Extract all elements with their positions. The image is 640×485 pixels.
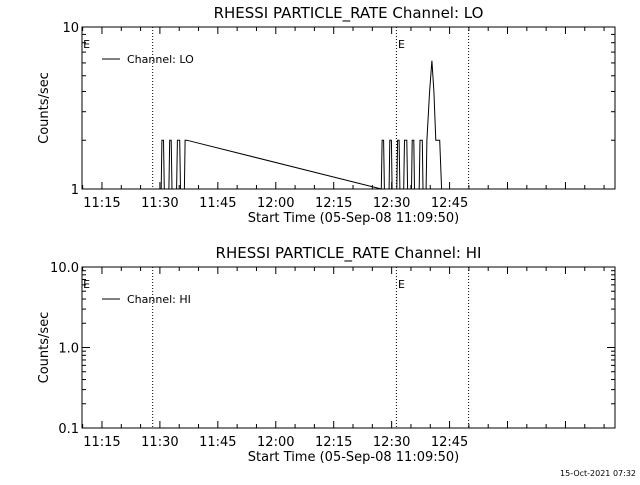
lo-x-tick-label: 11:15 bbox=[83, 196, 120, 211]
hi-x-tick-label: 12:45 bbox=[431, 435, 468, 450]
lo-chart-title: RHESSI PARTICLE_RATE Channel: LO bbox=[214, 4, 484, 23]
lo-y-tick-label: 10 bbox=[62, 21, 79, 36]
hi-y-tick-label: 1.0 bbox=[58, 342, 79, 357]
lo-x-tick-label: 12:15 bbox=[315, 196, 352, 211]
hi-y-axis-label: Counts/sec bbox=[37, 312, 52, 384]
hi-plot-frame bbox=[81, 266, 616, 429]
lo-x-tick-label: 12:45 bbox=[431, 196, 468, 211]
hi-x-axis-label: Start Time (05-Sep-08 11:09:50) bbox=[248, 450, 459, 465]
lo-x-tick-label: 11:45 bbox=[199, 196, 236, 211]
hi-x-tick-label: 11:15 bbox=[83, 435, 120, 450]
lo-event-marker: E bbox=[83, 38, 90, 51]
lo-x-tick-label: 12:30 bbox=[373, 196, 410, 211]
lo-channel-panel: RHESSI PARTICLE_RATE Channel: LO 11:15 11:… bbox=[37, 4, 616, 226]
hi-event-marker: E bbox=[83, 278, 90, 291]
lo-event-marker: E bbox=[398, 38, 405, 51]
hi-y-tick-label: 10.0 bbox=[50, 261, 79, 276]
hi-channel-panel: RHESSI PARTICLE_RATE Channel: HI 11:15 11:… bbox=[37, 244, 616, 465]
plot-timestamp: 15-Oct-2021 07:32 bbox=[560, 469, 636, 478]
hi-legend-label: Channel: HI bbox=[127, 293, 191, 306]
lo-x-tick-label: 12:00 bbox=[257, 196, 294, 211]
lo-x-tick-label: 11:30 bbox=[141, 196, 178, 211]
lo-legend-label: Channel: LO bbox=[127, 53, 194, 66]
hi-x-tick-label: 12:30 bbox=[373, 435, 410, 450]
hi-x-tick-label: 12:15 bbox=[315, 435, 352, 450]
lo-series-line bbox=[160, 60, 444, 190]
lo-x-axis-label: Start Time (05-Sep-08 11:09:50) bbox=[248, 211, 459, 226]
hi-x-tick-label: 11:30 bbox=[141, 435, 178, 450]
lo-y-axis-label: Counts/sec bbox=[37, 72, 52, 144]
hi-x-tick-label: 11:45 bbox=[199, 435, 236, 450]
hi-x-tick-label: 12:00 bbox=[257, 435, 294, 450]
hi-y-tick-label: 0.1 bbox=[58, 422, 79, 437]
hi-event-marker: E bbox=[398, 278, 405, 291]
hi-chart-title: RHESSI PARTICLE_RATE Channel: HI bbox=[216, 244, 482, 263]
lo-plot-frame bbox=[81, 26, 616, 190]
lo-y-tick-label: 1 bbox=[71, 183, 79, 198]
